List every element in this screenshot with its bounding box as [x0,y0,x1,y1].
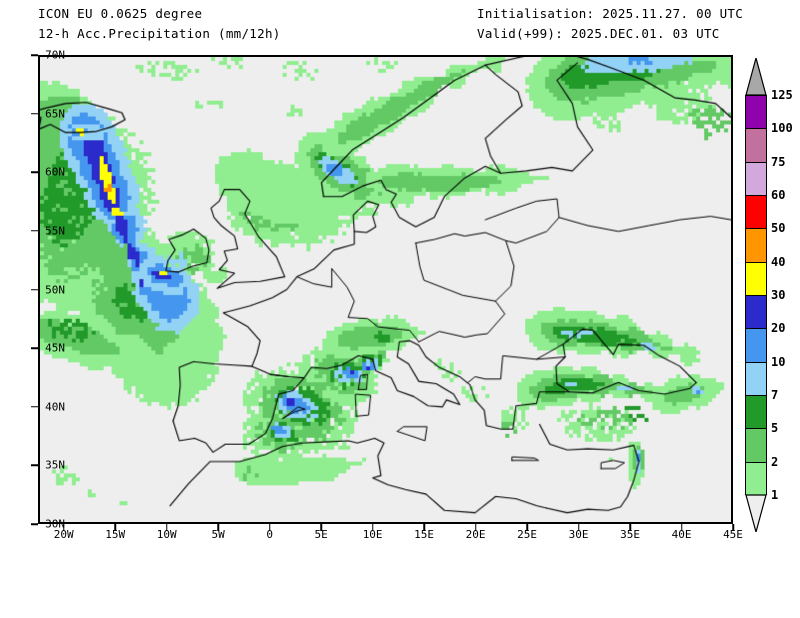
lon-tick-mark [474,524,477,531]
colorbar-tick-2: 2 [771,454,779,469]
valid-time: Valid(+99): 2025.DEC.01. 03 UTC [477,26,720,41]
colorbar-band-20-30 [746,296,766,330]
colorbar-tick-1: 1 [771,488,779,502]
colorbar-tick-75: 75 [771,154,786,169]
lat-tick-mark [31,230,38,232]
lon-tick-label-10E: 10E [362,528,383,541]
colorbar-band-30-40 [746,262,766,296]
colorbar-band-50-60 [746,196,766,230]
lat-tick-label-45N: 45N [45,341,65,355]
lon-tick-label-35E: 35E [620,528,640,541]
lat-tick-label-30N: 30N [45,517,65,531]
lon-tick-mark [680,524,683,531]
lon-tick-mark [629,524,631,531]
map-plot-area[interactable] [38,55,733,524]
colorbar-band-10-20 [746,329,766,363]
lat-tick-mark [31,347,38,349]
lon-tick-label-0: 0 [266,528,273,541]
colorbar-band-2-5 [746,429,766,463]
lon-tick-mark [268,524,271,531]
colorbar-tick-10: 10 [771,354,786,369]
lon-tick-mark [423,524,425,531]
colorbar-tick-125: 125 [771,88,793,102]
field-title: 12-h Acc.Precipitation (mm/12h) [38,26,281,41]
colorbar-band-7-10 [746,362,766,396]
colorbar-band-5-7 [746,396,766,430]
lon-tick-mark [217,524,219,531]
lon-tick-mark [320,524,322,531]
colorbar-band-40-50 [746,229,766,263]
lon-tick-label-20E: 20E [465,528,486,541]
colorbar-tick-100: 100 [771,121,793,136]
lat-tick-label-65N: 65N [45,107,65,121]
lat-tick-mark [31,171,38,173]
lon-tick-label-15E: 15E [414,528,435,541]
initialisation-time: Initialisation: 2025.11.27. 00 UTC [477,6,744,21]
colorbar-band-60-75 [746,162,766,196]
lon-tick-label-10W: 10W [156,528,177,541]
colorbar-tick-50: 50 [771,221,786,236]
lon-tick-label-20W: 20W [53,528,74,541]
lat-tick-mark [31,406,38,408]
colorbar-band-1-2 [746,462,766,496]
colorbar-tick-40: 40 [771,254,786,269]
colorbar-tick-5: 5 [771,421,779,436]
colorbar[interactable] [745,95,767,496]
precipitation-raster [40,57,731,522]
colorbar-band-100-125 [746,96,766,130]
colorbar-over-arrow [745,58,767,96]
colorbar-tick-60: 60 [771,188,786,202]
colorbar-tick-7: 7 [771,388,779,402]
lon-tick-mark [732,524,734,531]
lon-tick-label-15W: 15W [105,528,126,541]
model-title: ICON EU 0.0625 degree [38,6,203,21]
lon-tick-mark [165,524,168,531]
lat-tick-mark [31,523,38,525]
lat-tick-mark [31,288,38,291]
lon-tick-label-45E: 45E [723,528,743,541]
lon-tick-label-40E: 40E [671,528,692,541]
lon-tick-mark [114,524,116,531]
lon-tick-mark [62,524,65,531]
lon-tick-label-5E: 5E [314,528,328,541]
lon-tick-mark [577,524,580,531]
lat-tick-label-50N: 50N [45,283,65,296]
colorbar-tick-20: 20 [771,321,786,336]
lat-tick-mark [31,54,38,56]
lat-tick-label-35N: 35N [45,458,65,472]
lat-tick-label-40N: 40N [45,400,65,414]
lon-tick-mark [371,524,374,531]
colorbar-band-75-100 [746,129,766,163]
lon-tick-label-5W: 5W [211,528,225,541]
lon-tick-label-30E: 30E [568,528,589,541]
lon-tick-label-25E: 25E [517,528,537,541]
colorbar-under-arrow [745,494,767,532]
lat-tick-mark [31,112,38,115]
colorbar-tick-30: 30 [771,288,786,302]
lat-tick-label-70N: 70N [45,48,65,62]
lat-tick-label-60N: 60N [45,165,65,179]
lat-tick-label-55N: 55N [45,224,65,238]
lat-tick-mark [31,464,38,467]
lon-tick-mark [526,524,528,531]
